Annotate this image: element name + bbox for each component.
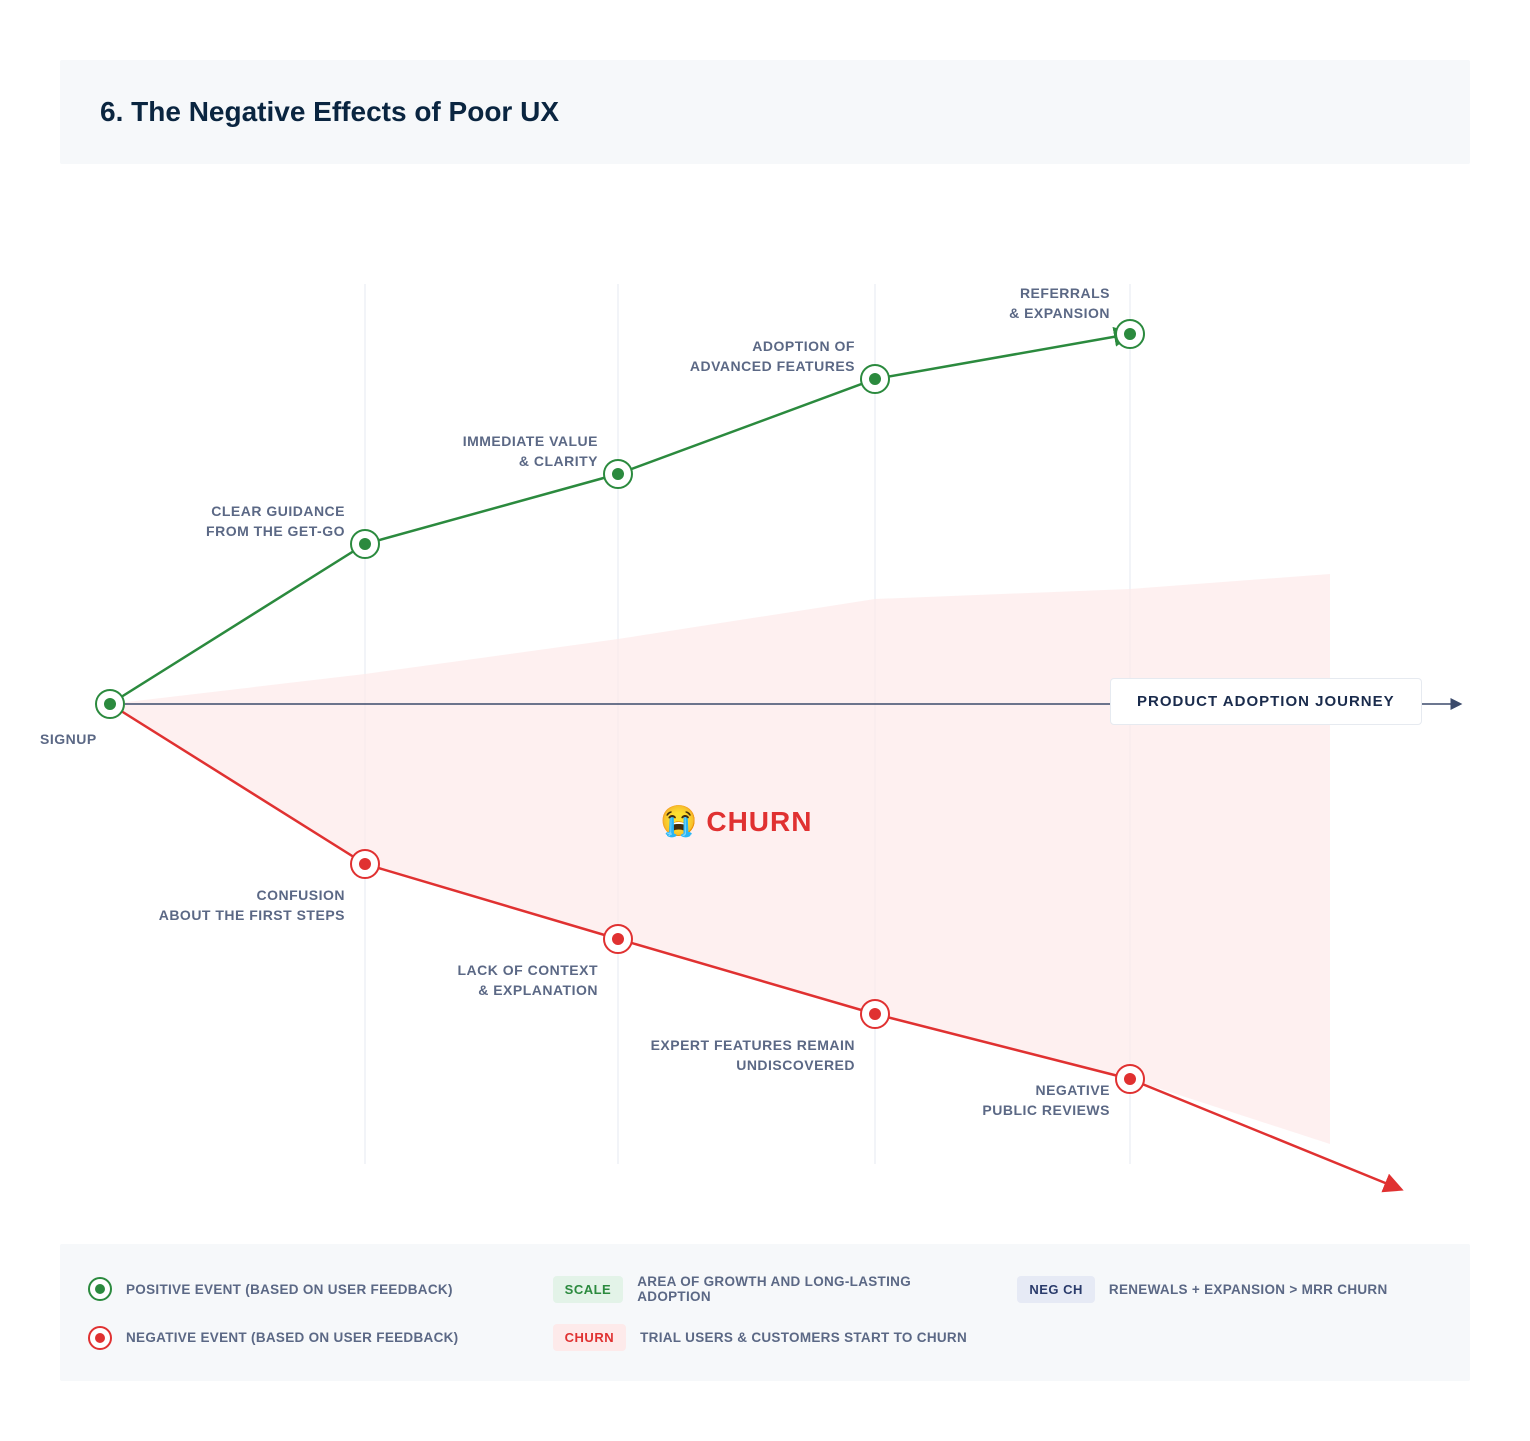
churn-label-text: CHURN bbox=[706, 806, 812, 838]
negative-label-1: LACK OF CONTEXT & EXPLANATION bbox=[298, 961, 598, 1000]
negative-label-0: CONFUSION ABOUT THE FIRST STEPS bbox=[45, 886, 345, 925]
positive-node-1-inner bbox=[612, 468, 624, 480]
header-bar: 6. The Negative Effects of Poor UX bbox=[60, 60, 1470, 164]
positive-node-2-inner bbox=[869, 373, 881, 385]
legend-text: POSITIVE EVENT (BASED ON USER FEEDBACK) bbox=[126, 1282, 453, 1297]
legend-item-3: NEGATIVE EVENT (BASED ON USER FEEDBACK) bbox=[88, 1324, 513, 1351]
negative-label-3: NEGATIVE PUBLIC REVIEWS bbox=[810, 1081, 1110, 1120]
positive-node-0-inner bbox=[359, 538, 371, 550]
positive-label-2: ADOPTION OF ADVANCED FEATURES bbox=[555, 337, 855, 376]
legend-item-4: CHURN TRIAL USERS & CUSTOMERS START TO CH… bbox=[553, 1324, 978, 1351]
legend-item-1: SCALE AREA OF GROWTH AND LONG-LASTING ADO… bbox=[553, 1274, 978, 1304]
signup-label: SIGNUP bbox=[40, 730, 97, 750]
legend-item-0: POSITIVE EVENT (BASED ON USER FEEDBACK) bbox=[88, 1274, 513, 1304]
positive-label-3: REFERRALS & EXPANSION bbox=[810, 284, 1110, 323]
chart-container: SIGNUPCLEAR GUIDANCE FROM THE GET-GOIMME… bbox=[60, 264, 1470, 1244]
crying-emoji-icon: 😭 bbox=[660, 804, 698, 839]
legend-dot-icon bbox=[88, 1277, 112, 1301]
negative-label-2: EXPERT FEATURES REMAIN UNDISCOVERED bbox=[555, 1036, 855, 1075]
chart-svg bbox=[60, 264, 1470, 1244]
negative-node-2-inner bbox=[869, 1008, 881, 1020]
positive-node-3-inner bbox=[1124, 328, 1136, 340]
legend-dot-icon bbox=[88, 1326, 112, 1350]
legend-text: AREA OF GROWTH AND LONG-LASTING ADOPTION bbox=[637, 1274, 977, 1304]
signup-node-inner bbox=[104, 698, 116, 710]
negative-node-1-inner bbox=[612, 933, 624, 945]
legend-item-2: NEG CH RENEWALS + EXPANSION > MRR CHURN bbox=[1017, 1274, 1442, 1304]
negative-node-3-inner bbox=[1124, 1073, 1136, 1085]
axis-label: PRODUCT ADOPTION JOURNEY bbox=[1110, 678, 1422, 725]
legend-text: TRIAL USERS & CUSTOMERS START TO CHURN bbox=[640, 1330, 967, 1345]
positive-label-0: CLEAR GUIDANCE FROM THE GET-GO bbox=[45, 502, 345, 541]
legend-text: RENEWALS + EXPANSION > MRR CHURN bbox=[1109, 1282, 1388, 1297]
churn-label: 😭CHURN bbox=[660, 804, 812, 839]
legend-text: NEGATIVE EVENT (BASED ON USER FEEDBACK) bbox=[126, 1330, 458, 1345]
negative-node-0-inner bbox=[359, 858, 371, 870]
legend-badge: CHURN bbox=[553, 1324, 626, 1351]
positive-label-1: IMMEDIATE VALUE & CLARITY bbox=[298, 432, 598, 471]
legend-badge: SCALE bbox=[553, 1276, 624, 1303]
page-title: 6. The Negative Effects of Poor UX bbox=[100, 96, 1430, 128]
legend: POSITIVE EVENT (BASED ON USER FEEDBACK) S… bbox=[60, 1244, 1470, 1381]
legend-badge: NEG CH bbox=[1017, 1276, 1095, 1303]
